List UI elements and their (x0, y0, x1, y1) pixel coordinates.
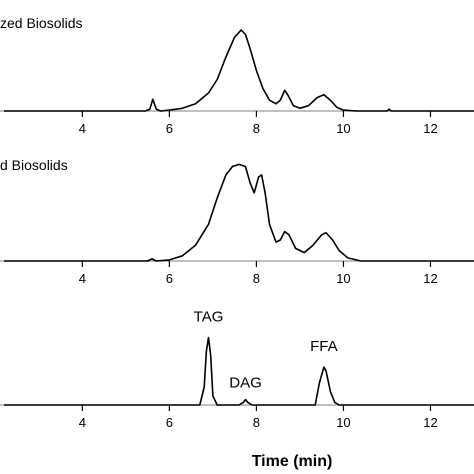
x-tick-label: 4 (79, 121, 86, 136)
x-tick-label: 6 (166, 415, 173, 430)
x-tick-label: 10 (336, 415, 350, 430)
x-tick-label: 12 (423, 415, 437, 430)
x-tick-label: 4 (79, 415, 86, 430)
x-tick-label: 12 (423, 121, 437, 136)
x-tick-label: 10 (336, 121, 350, 136)
x-tick-label: 12 (423, 271, 437, 286)
panel-3: 4 6 8 10 12 TAG DAG FFA (0, 309, 474, 430)
panel-1-trace (4, 29, 474, 112)
x-tick-label: 10 (336, 271, 350, 286)
peak-label-ffa: FFA (310, 338, 338, 355)
panel-3-trace (4, 336, 474, 406)
x-tick-label: 8 (253, 121, 260, 136)
panel-2-trace (4, 163, 474, 262)
panel-1: 4 6 8 10 12 (0, 29, 474, 136)
panel-1-title: zed Biosolids (0, 15, 83, 31)
x-tick-label: 8 (253, 271, 260, 286)
x-axis-label: Time (min) (252, 453, 333, 470)
peak-label-tag: TAG (194, 309, 224, 326)
x-tick-label: 6 (166, 271, 173, 286)
x-tick-label: 8 (253, 415, 260, 430)
panels-layer: 4 6 8 10 12 4 6 8 10 12 4 6 8 10 12 TAG DAG FFA (0, 29, 474, 430)
x-tick-label: 4 (79, 271, 86, 286)
x-tick-label: 6 (166, 121, 173, 136)
peak-label-dag: DAG (229, 375, 262, 392)
panel-2-title: d Biosolids (0, 157, 68, 173)
panel-2: 4 6 8 10 12 (0, 163, 474, 286)
